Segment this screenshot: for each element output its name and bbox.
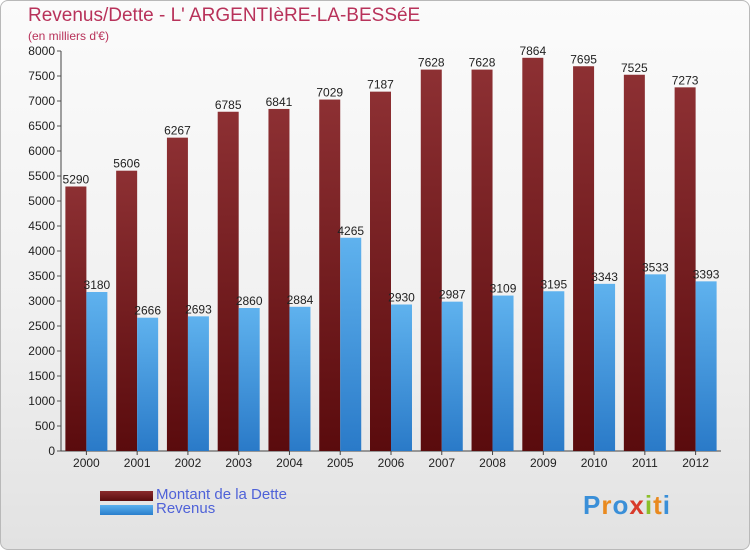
bar-revenus — [391, 304, 412, 451]
bar-dette — [65, 186, 87, 451]
chart-subtitle: (en milliers d'€) — [28, 29, 109, 43]
y-tick-label: 6000 — [28, 144, 55, 158]
y-tick-label: 6500 — [28, 119, 55, 133]
legend-label-revenus: Revenus — [156, 500, 216, 517]
data-label-dette: 7628 — [418, 56, 445, 70]
data-label-dette: 7029 — [316, 86, 343, 100]
x-tick-label: 2010 — [581, 456, 608, 470]
bar-revenus — [187, 316, 209, 451]
logo-letter: o — [612, 490, 630, 520]
bar-dette — [268, 108, 290, 451]
data-label-revenus: 3533 — [642, 260, 669, 274]
data-label-revenus: 3180 — [84, 278, 111, 292]
y-tick-label: 8000 — [28, 44, 55, 58]
y-tick-label: 2000 — [28, 344, 55, 358]
logo-letter: t — [653, 490, 663, 520]
data-label-dette: 7273 — [672, 73, 699, 87]
data-label-revenus: 2884 — [287, 293, 314, 307]
bar-dette — [471, 69, 493, 451]
data-label-revenus: 3109 — [490, 282, 517, 296]
x-tick-label: 2011 — [632, 456, 658, 470]
logo-letter: r — [601, 490, 613, 520]
x-tick-label: 2003 — [225, 456, 252, 470]
data-label-dette: 6841 — [266, 95, 293, 109]
y-tick-label: 0 — [48, 444, 55, 458]
x-tick-label: 2007 — [428, 456, 455, 470]
bar-revenus — [340, 237, 362, 451]
logo-letter: i — [662, 490, 671, 520]
logo-letter: P — [583, 490, 602, 520]
data-label-revenus: 2930 — [388, 291, 415, 305]
y-tick-label: 1000 — [28, 394, 55, 408]
bar-revenus — [289, 306, 311, 451]
legend-swatch-revenus — [100, 505, 153, 515]
bar-dette — [370, 91, 391, 452]
x-tick-label: 2006 — [378, 456, 405, 470]
data-label-revenus: 2693 — [185, 302, 212, 316]
x-tick-label: 2002 — [175, 456, 202, 470]
legend-label-dette: Montant de la Dette — [156, 486, 287, 503]
data-label-revenus: 2987 — [439, 288, 466, 302]
data-label-revenus: 4265 — [337, 224, 364, 238]
legend-swatch-dette — [100, 491, 153, 501]
data-label-dette: 7695 — [570, 52, 597, 66]
y-tick-label: 5000 — [28, 194, 55, 208]
y-tick-label: 7500 — [28, 69, 55, 83]
x-tick-label: 2000 — [73, 456, 100, 470]
data-label-dette: 6785 — [215, 98, 242, 112]
bar-revenus — [594, 283, 616, 451]
y-tick-label: 2500 — [28, 319, 55, 333]
data-label-dette: 5606 — [113, 157, 140, 171]
y-tick-label: 500 — [35, 419, 55, 433]
bar-dette — [522, 57, 544, 452]
bar-dette — [166, 137, 188, 451]
y-tick-label: 4000 — [28, 244, 55, 258]
chart-title: Revenus/Dette - L' ARGENTIèRE-LA-BESSéE — [28, 5, 421, 26]
y-tick-label: 4500 — [28, 219, 55, 233]
bar-revenus — [695, 281, 717, 451]
data-label-dette: 6267 — [164, 124, 191, 138]
bar-revenus — [441, 301, 463, 451]
data-label-revenus: 2860 — [236, 294, 263, 308]
bar-revenus — [86, 292, 108, 451]
bar-revenus — [492, 295, 514, 451]
bar-dette — [319, 99, 341, 452]
data-label-revenus: 3393 — [693, 267, 720, 281]
data-label-revenus: 3343 — [591, 270, 618, 284]
y-tick-label: 5500 — [28, 169, 55, 183]
data-label-dette: 7525 — [621, 61, 648, 75]
bar-dette — [217, 111, 239, 451]
x-tick-label: 2012 — [682, 456, 709, 470]
logo-letter: i — [644, 490, 654, 520]
data-label-dette: 7628 — [469, 56, 496, 70]
bar-dette — [573, 66, 595, 451]
x-tick-label: 2009 — [530, 456, 557, 470]
bar-dette — [674, 87, 696, 451]
bar-revenus — [137, 317, 159, 451]
data-label-revenus: 3195 — [540, 277, 567, 291]
bar-revenus — [644, 274, 666, 451]
y-tick-label: 1500 — [28, 369, 55, 383]
y-tick-label: 7000 — [28, 94, 55, 108]
x-tick-label: 2001 — [124, 456, 151, 470]
data-label-revenus: 2666 — [134, 304, 161, 318]
bar-dette — [420, 69, 442, 451]
data-label-dette: 5290 — [63, 173, 90, 187]
logo-letter: x — [629, 490, 645, 520]
data-label-dette: 7187 — [367, 78, 394, 92]
x-tick-label: 2004 — [276, 456, 303, 470]
proxiti-logo: Proxiti — [583, 490, 671, 521]
bar-dette — [623, 74, 645, 451]
bar-dette — [116, 170, 138, 451]
data-label-dette: 7864 — [519, 44, 546, 58]
y-tick-label: 3500 — [28, 269, 55, 283]
y-tick-label: 3000 — [28, 294, 55, 308]
bar-revenus — [238, 308, 260, 451]
bar-revenus — [543, 291, 565, 451]
x-tick-label: 2008 — [479, 456, 506, 470]
x-tick-label: 2005 — [327, 456, 354, 470]
